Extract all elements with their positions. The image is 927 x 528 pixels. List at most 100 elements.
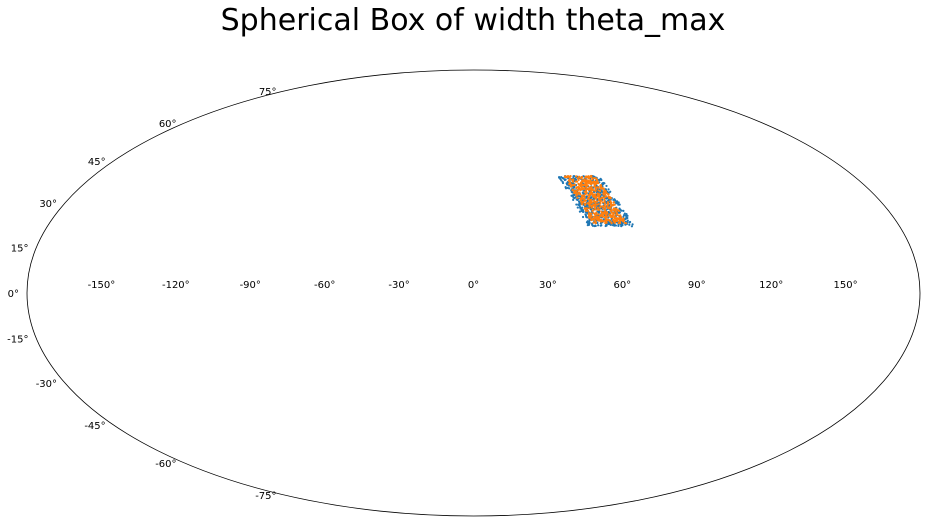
scatter-point bbox=[582, 194, 586, 197]
scatter-point bbox=[560, 179, 563, 182]
scatter-point bbox=[596, 206, 599, 209]
scatter-point bbox=[589, 180, 592, 184]
scatter-point bbox=[590, 206, 593, 209]
scatter-point bbox=[620, 209, 623, 212]
scatter-point bbox=[631, 223, 634, 226]
x-tick-label: 120° bbox=[759, 280, 783, 291]
scatter-point bbox=[568, 182, 571, 186]
scatter-point bbox=[558, 176, 561, 179]
scatter-point bbox=[592, 221, 595, 224]
scatter-point bbox=[572, 196, 575, 199]
scatter-point bbox=[581, 191, 584, 194]
scatter-point bbox=[567, 179, 570, 182]
scatter-point bbox=[603, 212, 606, 215]
scatter-point bbox=[608, 207, 611, 210]
scatter-point bbox=[601, 219, 604, 222]
scatter-point bbox=[588, 222, 591, 225]
scatter-point bbox=[593, 218, 596, 221]
x-tick-label: 150° bbox=[834, 280, 858, 291]
scatter-point bbox=[608, 195, 611, 199]
scatter-point bbox=[576, 196, 579, 199]
scatter-series bbox=[558, 174, 634, 228]
scatter-point bbox=[594, 221, 598, 224]
scatter-point bbox=[617, 214, 620, 217]
scatter-point bbox=[574, 196, 577, 199]
scatter-point bbox=[591, 218, 594, 221]
scatter-point bbox=[601, 207, 605, 210]
scatter-point bbox=[587, 197, 590, 200]
scatter-point bbox=[584, 207, 587, 210]
scatter-point bbox=[588, 194, 591, 197]
scatter-point bbox=[626, 219, 629, 222]
scatter-point bbox=[589, 179, 592, 182]
scatter-point bbox=[596, 198, 599, 202]
scatter-point bbox=[603, 196, 606, 199]
scatter-point bbox=[594, 197, 598, 200]
scatter-point bbox=[607, 222, 610, 226]
scatter-point bbox=[587, 188, 590, 191]
scatter-point bbox=[603, 200, 606, 204]
scatter-point bbox=[578, 191, 581, 194]
scatter-point bbox=[588, 195, 591, 199]
scatter-point bbox=[603, 198, 606, 201]
scatter-point bbox=[606, 218, 609, 221]
scatter-point bbox=[579, 188, 582, 191]
scatter-point bbox=[598, 178, 601, 182]
scatter-point bbox=[624, 214, 627, 217]
scatter-point bbox=[579, 197, 582, 200]
scatter-point bbox=[616, 219, 619, 223]
scatter-point bbox=[611, 224, 615, 227]
x-tick-labels: -150° -120° -90° -60° -30° 0° 30° 60° 90° 120° 150… bbox=[88, 280, 858, 291]
scatter-point bbox=[590, 187, 593, 190]
scatter-point bbox=[579, 181, 583, 184]
chart-title: Spherical Box of width theta_max bbox=[221, 3, 726, 38]
scatter-point bbox=[581, 215, 585, 219]
scatter-point bbox=[582, 201, 585, 204]
scatter-point bbox=[585, 187, 589, 191]
scatter-point bbox=[595, 186, 598, 189]
scatter-point bbox=[593, 184, 596, 187]
scatter-point bbox=[585, 191, 588, 194]
scatter-point bbox=[592, 193, 595, 196]
scatter-point bbox=[597, 224, 600, 227]
y-tick-label: 60° bbox=[159, 119, 177, 130]
scatter-point bbox=[612, 201, 615, 204]
scatter-point bbox=[575, 175, 578, 178]
scatter-point bbox=[576, 206, 579, 209]
scatter-point bbox=[607, 193, 610, 196]
scatter-point bbox=[621, 219, 625, 223]
x-tick-label: -120° bbox=[162, 280, 190, 291]
scatter-point bbox=[602, 187, 605, 190]
scatter-point bbox=[600, 190, 604, 193]
scatter-point bbox=[609, 203, 612, 206]
scatter-point bbox=[586, 216, 589, 219]
scatter-point bbox=[594, 177, 598, 180]
scatter-point bbox=[595, 216, 598, 219]
scatter-point bbox=[619, 214, 622, 217]
scatter-point bbox=[585, 209, 588, 212]
y-tick-labels: -75° -60° -45° -30° -15° 0° 15° 30° 45° 60° 75° bbox=[7, 87, 276, 502]
x-tick-label: -90° bbox=[240, 280, 261, 291]
scatter-point bbox=[589, 202, 592, 205]
x-tick-label: 30° bbox=[539, 280, 557, 291]
scatter-point bbox=[617, 203, 620, 206]
scatter-point bbox=[572, 178, 575, 182]
scatter-point bbox=[585, 204, 589, 208]
x-tick-label: -150° bbox=[88, 280, 116, 291]
scatter-point bbox=[564, 185, 567, 189]
scatter-point bbox=[566, 182, 569, 185]
scatter-point bbox=[606, 215, 609, 218]
scatter-point bbox=[607, 202, 610, 205]
scatter-point bbox=[577, 182, 580, 186]
scatter-point bbox=[623, 212, 626, 215]
series-1 bbox=[563, 174, 628, 225]
scatter-point bbox=[596, 179, 599, 183]
scatter-point bbox=[610, 211, 613, 214]
scatter-point bbox=[581, 206, 584, 209]
scatter-point bbox=[586, 220, 589, 223]
scatter-point bbox=[566, 186, 569, 189]
scatter-point bbox=[615, 200, 619, 203]
scatter-point bbox=[599, 224, 602, 227]
scatter-point bbox=[610, 209, 613, 212]
y-tick-label: 75° bbox=[259, 87, 277, 98]
